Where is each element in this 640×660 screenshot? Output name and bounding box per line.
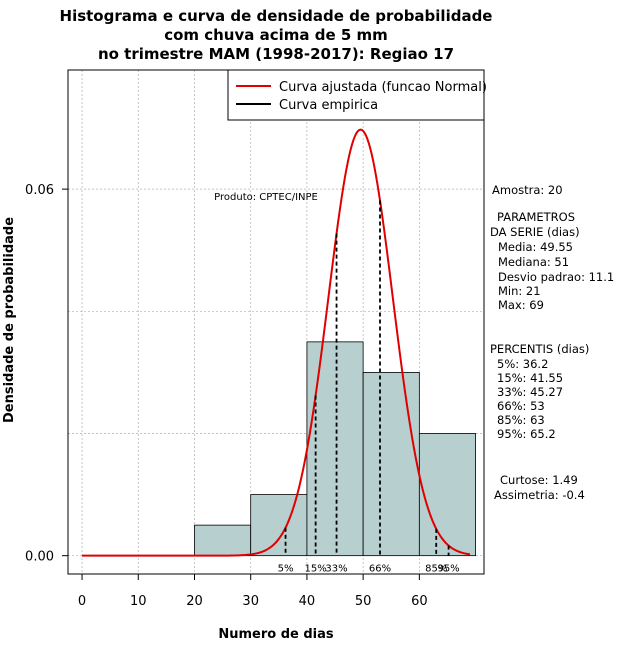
x-tick-label-1: 10 — [130, 594, 147, 609]
percentile-lines: 5% 15%33% 66% 85%95% — [278, 200, 460, 575]
histogram-bar-0 — [194, 524, 252, 557]
pct-66: 66%: 53 — [497, 399, 545, 413]
chart-title-line-1: Histograma e curva de densidade de proba… — [60, 7, 493, 25]
histogram-bar-1 — [250, 494, 308, 557]
legend-box — [227, 69, 485, 121]
stat-stddev: Desvio padrao: 11.1 — [498, 270, 614, 284]
y-tick-label-1: 0.06 — [25, 183, 54, 198]
stat-skewness: Assimetria: -0.4 — [494, 488, 585, 502]
y-tick-label-0: 0.00 — [25, 550, 54, 565]
x-tick-label-5: 50 — [355, 594, 372, 609]
legend-normal-label: Curva ajustada (funcao Normal) — [279, 80, 487, 95]
stat-kurtosis: Curtose: 1.49 — [500, 473, 578, 487]
legend: Curva ajustada (funcao Normal) Curva emp… — [227, 69, 487, 121]
percentile-label-5: 95% — [437, 564, 459, 575]
chart-title-line-2: com chuva acima de 5 mm — [164, 26, 388, 44]
stat-mean: Media: 49.55 — [498, 240, 573, 254]
x-tick-label-3: 30 — [242, 594, 259, 609]
percentile-label-3: 66% — [369, 564, 391, 575]
stat-min: Min: 21 — [498, 284, 541, 298]
stat-max: Max: 69 — [498, 298, 544, 312]
y-axis-title: Densidade de probabilidade — [2, 217, 17, 423]
params-title-2: DA SERIE (dias) — [490, 225, 580, 239]
pct-5: 5%: 36.2 — [497, 357, 548, 371]
histogram-bars — [194, 341, 476, 557]
pct-15: 15%: 41.55 — [497, 371, 563, 385]
pct-33: 33%: 45.27 — [497, 385, 563, 399]
normal-curve-layer — [82, 128, 471, 557]
sample-size: Amostra: 20 — [492, 183, 563, 197]
stat-median: Mediana: 51 — [498, 255, 569, 269]
axis-ticks: 0 10 20 30 40 50 60 0.00 0.06 — [25, 183, 428, 609]
percentile-label-2: 33% — [325, 564, 347, 575]
x-tick-label-0: 0 — [78, 594, 86, 609]
legend-empirical-label: Curva empirica — [279, 98, 378, 113]
x-tick-label-6: 60 — [411, 594, 428, 609]
normal-curve — [82, 128, 471, 557]
histogram-bar-4 — [418, 433, 476, 557]
params-title-1: PARAMETROS — [497, 210, 575, 224]
histogram-bar-3 — [362, 371, 420, 557]
statistics-panel: Amostra: 20 PARAMETROS DA SERIE (dias) M… — [490, 183, 614, 502]
pct-95: 95%: 65.2 — [497, 427, 556, 441]
x-axis-title: Numero de dias — [218, 627, 334, 642]
percentile-label-0: 5% — [278, 564, 294, 575]
percentiles-title: PERCENTIS (dias) — [490, 342, 589, 356]
chart-title-line-3: no trimestre MAM (1998-2017): Regiao 17 — [98, 45, 454, 63]
percentile-label-1: 15% — [305, 564, 327, 575]
product-annotation: Produto: CPTEC/INPE — [214, 192, 318, 203]
x-tick-label-2: 20 — [186, 594, 203, 609]
percentile-label-4: 85% — [425, 564, 447, 575]
pct-85: 85%: 63 — [497, 413, 545, 427]
grid-lines — [68, 70, 484, 574]
x-tick-label-4: 40 — [299, 594, 316, 609]
